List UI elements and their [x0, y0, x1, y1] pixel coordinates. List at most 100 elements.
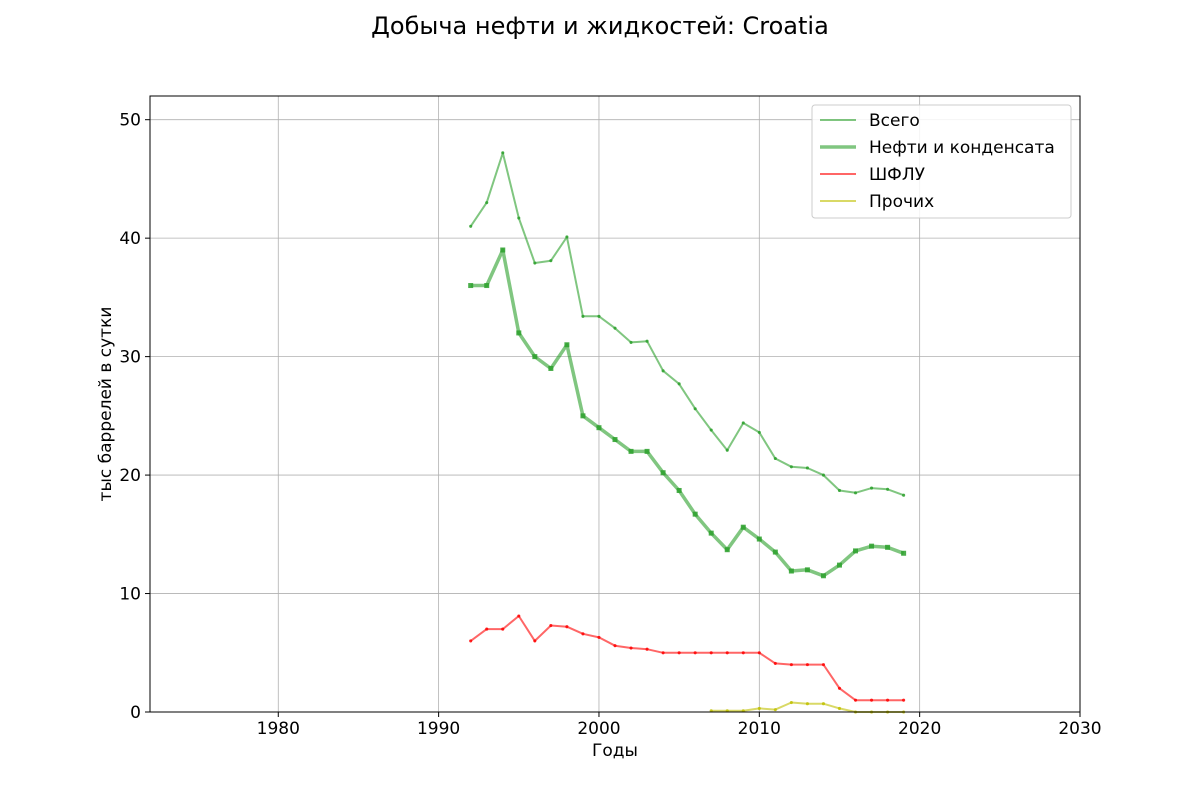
data-point: [485, 201, 489, 205]
data-point: [500, 247, 506, 253]
data-point: [676, 487, 682, 493]
data-point: [661, 651, 665, 655]
legend-frame: [811, 104, 1072, 219]
data-point: [741, 651, 745, 655]
data-point: [886, 487, 890, 491]
data-point: [468, 283, 474, 289]
x-tick-label: 2030: [1058, 719, 1101, 739]
x-tick-label: 2010: [738, 719, 781, 739]
y-axis-ticks: 0 10 20 30 40 50: [119, 111, 150, 723]
series-2: [468, 247, 907, 579]
data-point: [692, 511, 698, 517]
data-point: [469, 639, 473, 643]
data-point: [645, 339, 649, 343]
data-point: [549, 623, 553, 628]
data-point: [869, 543, 875, 549]
data-point: [708, 530, 714, 536]
data-point: [581, 314, 585, 318]
series-3: [469, 614, 906, 702]
data-point: [661, 369, 665, 373]
data-point: [516, 330, 522, 336]
x-axis-ticks: 1980 1990 2000 2010 2020 2030: [257, 712, 1102, 739]
data-point: [870, 698, 874, 702]
data-point: [756, 536, 762, 542]
data-point: [693, 407, 697, 411]
data-point: [853, 491, 858, 495]
data-point: [788, 568, 794, 574]
data-point: [885, 544, 891, 550]
series-line: [469, 151, 904, 497]
y-tick-label: 50: [119, 111, 141, 131]
data-point: [581, 632, 585, 636]
series-line: [470, 615, 904, 702]
data-point: [902, 493, 906, 497]
y-tick-label: 40: [119, 229, 141, 249]
data-point: [677, 382, 681, 386]
data-point: [613, 326, 617, 330]
data-point: [772, 549, 778, 555]
y-tick-label: 30: [119, 348, 141, 368]
data-point: [596, 425, 602, 431]
data-point: [870, 486, 874, 490]
data-point: [629, 340, 633, 344]
data-point: [741, 421, 745, 425]
data-point: [757, 430, 761, 434]
legend-label: Прочих: [869, 192, 934, 212]
data-point: [837, 706, 842, 710]
chart-title: Добыча нефти и жидкостей: Croatia: [371, 12, 829, 40]
data-point: [901, 550, 907, 556]
data-point: [837, 488, 842, 493]
data-point: [469, 224, 473, 228]
data-point: [773, 708, 777, 712]
data-point: [628, 448, 634, 454]
data-point: [821, 473, 825, 477]
data-point: [805, 466, 809, 470]
data-point: [805, 702, 809, 706]
data-point: [517, 614, 521, 618]
data-point: [501, 627, 505, 631]
data-point: [597, 314, 601, 318]
data-point: [773, 661, 777, 665]
data-point: [660, 470, 666, 476]
data-point: [853, 698, 858, 702]
data-point: [804, 567, 810, 573]
data-point: [725, 448, 729, 452]
data-point: [805, 663, 809, 667]
data-point: [902, 698, 906, 702]
plot-area-frame: [149, 95, 1081, 713]
x-tick-label: 1990: [417, 719, 460, 739]
data-point: [820, 573, 826, 579]
y-tick-label: 10: [119, 585, 141, 605]
data-point: [565, 235, 569, 239]
y-axis-label: тыс баррелей в сутки: [96, 307, 116, 502]
data-point: [629, 646, 633, 650]
grid-lines: [150, 96, 1081, 713]
data-point: [501, 151, 505, 155]
data-point: [517, 216, 521, 220]
x-tick-label: 2000: [577, 719, 620, 739]
data-point: [740, 524, 746, 530]
data-point: [677, 651, 681, 655]
data-point: [853, 548, 859, 554]
data-point: [837, 686, 842, 690]
data-point: [773, 456, 777, 461]
data-point: [886, 698, 890, 702]
data-point: [789, 700, 793, 705]
data-point: [821, 663, 825, 667]
data-point: [533, 639, 537, 643]
data-point: [613, 644, 617, 648]
data-point: [612, 437, 618, 443]
data-point: [709, 651, 713, 655]
data-point: [533, 261, 537, 265]
data-point: [597, 635, 601, 639]
x-tick-label: 1980: [257, 719, 300, 739]
data-point: [580, 413, 586, 419]
y-tick-label: 0: [130, 703, 141, 723]
data-point: [724, 547, 730, 553]
data-point: [549, 259, 553, 263]
legend-label: ШФЛУ: [869, 165, 926, 185]
data-point: [709, 428, 713, 432]
data-point: [484, 283, 490, 289]
legend-label: Всего: [869, 111, 920, 131]
